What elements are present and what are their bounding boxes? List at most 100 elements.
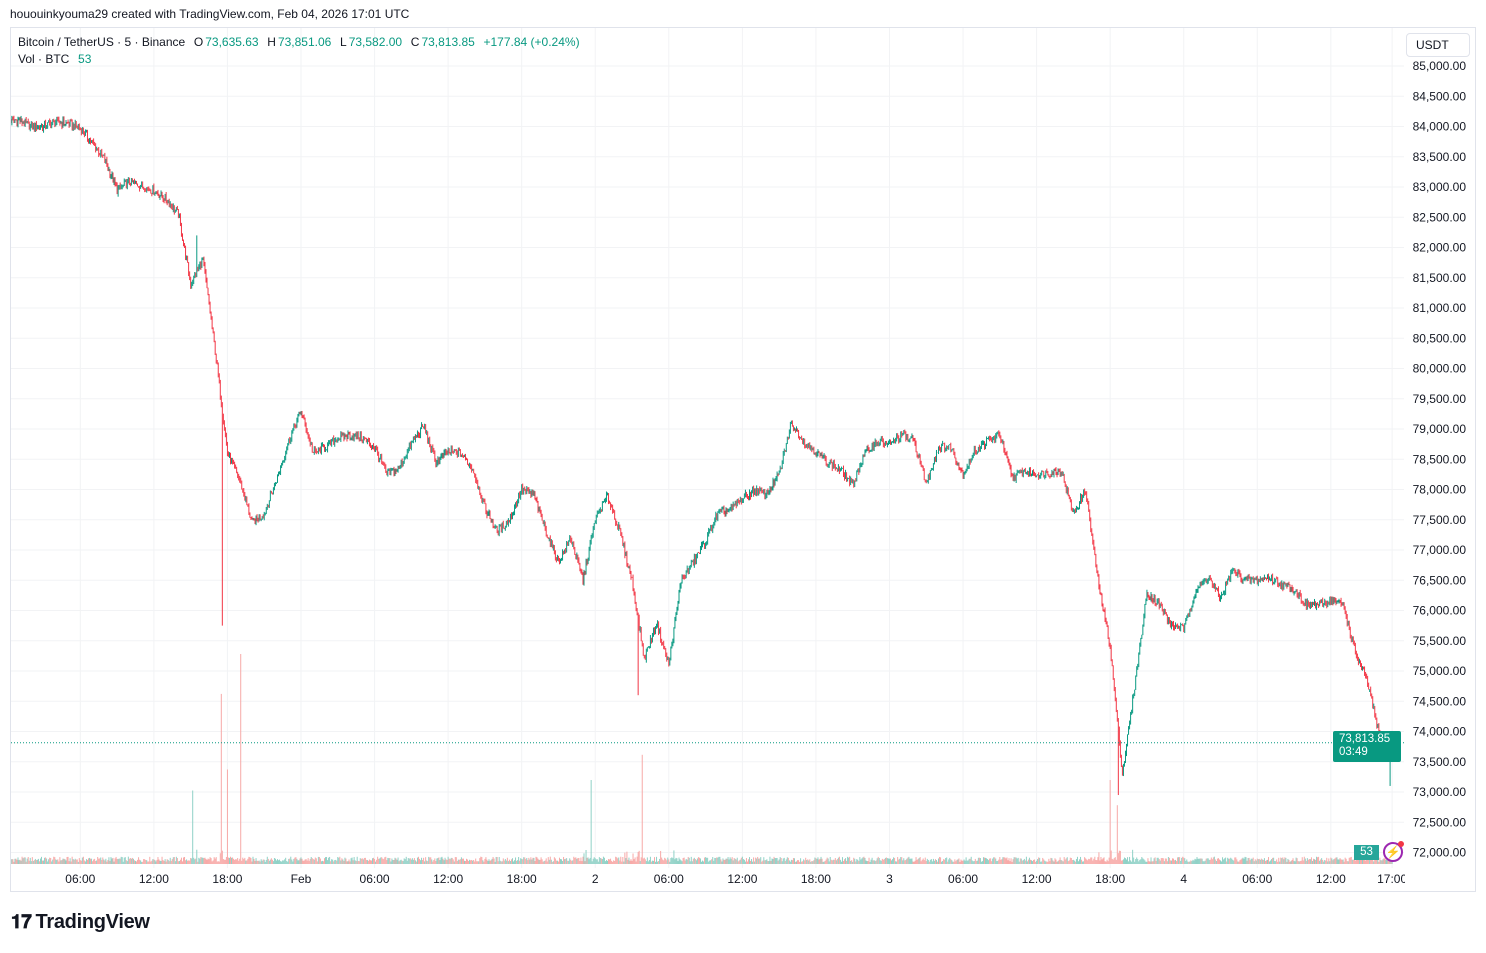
volume-bar xyxy=(469,859,471,864)
volume-bar xyxy=(340,860,342,864)
volume-bar xyxy=(1111,858,1113,864)
volume-bar xyxy=(778,859,780,864)
volume-bar xyxy=(17,857,19,864)
symbol-title[interactable]: Bitcoin / TetherUS · 5 · Binance xyxy=(18,35,186,49)
volume-bar xyxy=(1033,859,1035,864)
volume-bar xyxy=(1043,859,1045,864)
volume-bar xyxy=(308,860,310,864)
bar-countdown: 03:49 xyxy=(1339,746,1368,758)
volume-bar xyxy=(1133,857,1135,864)
volume-bar xyxy=(657,861,659,864)
volume-bar xyxy=(226,769,228,864)
volume-bar xyxy=(1005,858,1007,864)
volume-bar xyxy=(1137,858,1139,864)
volume-bar xyxy=(1379,857,1381,864)
volume-bar xyxy=(1318,856,1320,864)
volume-bar xyxy=(321,860,323,864)
volume-bar xyxy=(285,857,287,864)
volume-bar xyxy=(656,856,658,864)
volume-bar xyxy=(106,861,108,864)
volume-bar xyxy=(635,861,637,864)
lightning-icon[interactable]: ⚡ xyxy=(1383,841,1404,862)
volume-bar xyxy=(841,857,843,864)
volume-bar xyxy=(909,858,911,864)
volume-bar xyxy=(373,857,375,864)
volume-bar xyxy=(77,861,79,864)
volume-bar xyxy=(385,856,387,864)
volume-bar xyxy=(398,861,400,864)
volume-bar xyxy=(339,856,341,864)
volume-bar xyxy=(235,859,237,864)
volume-bar xyxy=(372,858,374,864)
volume-bar xyxy=(969,858,971,864)
volume-bar xyxy=(1095,860,1097,864)
volume-bar xyxy=(177,861,179,864)
volume-bar xyxy=(242,857,244,864)
volume-bar xyxy=(1091,857,1093,864)
volume-bar xyxy=(548,859,550,864)
currency-selector[interactable]: USDT xyxy=(1406,33,1470,57)
volume-bar xyxy=(988,860,990,864)
volume-bar xyxy=(348,859,350,864)
volume-bar xyxy=(1381,860,1383,864)
volume-bar xyxy=(644,859,646,864)
volume-bar xyxy=(287,861,289,864)
volume-bar xyxy=(434,858,436,864)
volume-bar xyxy=(154,860,156,864)
volume-bar xyxy=(1310,857,1312,864)
volume-bar xyxy=(1128,861,1130,864)
volume-bar xyxy=(1088,858,1090,864)
volume-bar xyxy=(833,859,835,864)
volume-bar xyxy=(480,856,482,864)
volume-bar xyxy=(1191,861,1193,864)
volume-bar xyxy=(1315,859,1317,864)
volume-bar xyxy=(254,860,256,864)
price-axis[interactable]: 85,000.00 84,500.00 84,000.00 83,500.00 83,0… xyxy=(1413,59,1467,860)
volume-bar xyxy=(893,857,895,864)
volume-bar xyxy=(245,860,247,864)
low-value: 73,582.00 xyxy=(348,35,403,49)
volume-bar xyxy=(1016,858,1018,864)
volume-bar xyxy=(1272,857,1274,864)
volume-bar xyxy=(426,860,428,864)
volume-bar xyxy=(230,856,232,864)
volume-label[interactable]: Vol · BTC xyxy=(18,52,70,66)
volume-bar xyxy=(123,857,125,864)
volume-bar xyxy=(1268,857,1270,864)
volume-bar xyxy=(212,860,214,864)
volume-bar xyxy=(863,856,865,864)
volume-bar xyxy=(690,856,692,864)
volume-bar xyxy=(64,859,66,864)
volume-bar xyxy=(439,860,441,864)
volume-bar xyxy=(1312,858,1314,864)
volume-bar xyxy=(1319,860,1321,864)
volume-bar xyxy=(1332,860,1334,864)
time-axis[interactable]: 06:00 12:00 18:00 Feb 06:00 12:00 18:00 2 06:00 1… xyxy=(65,872,1407,886)
volume-bar xyxy=(306,860,308,864)
volume-bar xyxy=(827,858,829,864)
volume-bar xyxy=(754,861,756,864)
volume-bar xyxy=(1143,859,1145,864)
volume-bar xyxy=(1004,857,1006,864)
tradingview-logo[interactable]: 𝟏𝟕 TradingView xyxy=(11,911,150,934)
volume-bar xyxy=(661,857,663,864)
volume-bar xyxy=(732,860,734,864)
volume-bar xyxy=(1236,859,1238,864)
volume-bar xyxy=(973,861,975,864)
time-tick-label: 12:00 xyxy=(1316,872,1346,886)
volume-bar xyxy=(1256,858,1258,864)
volume-bar xyxy=(847,856,849,864)
volume-bar xyxy=(383,859,385,864)
volume-bar xyxy=(522,859,524,864)
volume-bar xyxy=(448,858,450,864)
price-tick-label: 83,000.00 xyxy=(1413,180,1467,194)
volume-bar xyxy=(14,858,16,864)
volume-bar xyxy=(1372,858,1374,864)
volume-bar xyxy=(358,861,360,864)
volume-bar xyxy=(764,860,766,864)
volume-bar xyxy=(1344,857,1346,864)
volume-bar xyxy=(259,861,261,864)
volume-bar xyxy=(1333,859,1335,864)
volume-bar xyxy=(614,860,616,864)
